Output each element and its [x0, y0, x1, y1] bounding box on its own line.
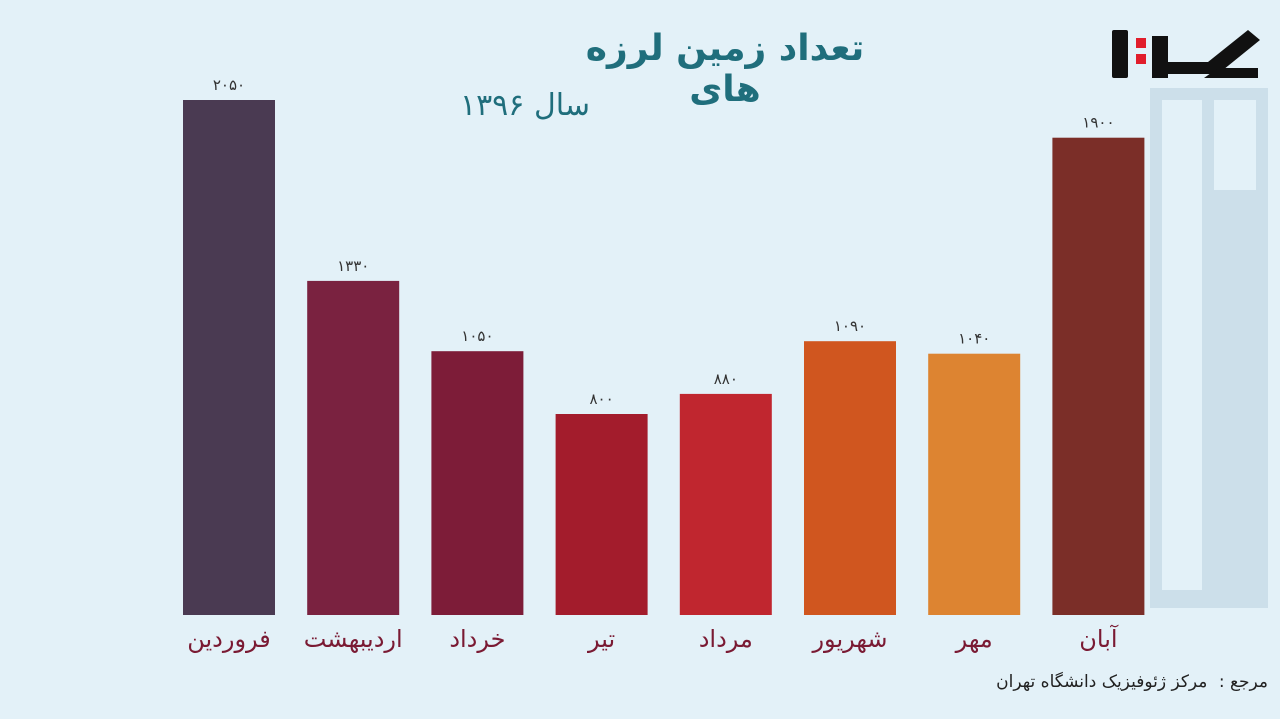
category-label-5: مرداد [699, 625, 753, 653]
value-label-4: ۸۰۰ [590, 390, 614, 408]
value-label-2: ۱۳۳۰ [337, 257, 369, 275]
source-label: مرجع : [1218, 672, 1268, 692]
category-label-6: شهریور [811, 625, 887, 653]
bar-4 [555, 414, 648, 615]
value-label-7: ۱۰۴۰ [958, 330, 990, 348]
category-label-3: خرداد [449, 625, 505, 653]
bar-6 [804, 341, 896, 615]
value-label-1: ۲۰۵۰ [213, 76, 245, 94]
value-label-5: ۸۸۰ [714, 370, 738, 388]
category-label-1: فروردین [187, 625, 271, 653]
bar-2 [307, 280, 400, 615]
bar-8 [1052, 137, 1145, 615]
value-label-6: ۱۰۹۰ [834, 317, 866, 335]
value-label-3: ۱۰۵۰ [461, 327, 493, 345]
source-note: مرجع : مرکز ژئوفیزیک دانشگاه تهران [990, 672, 1268, 692]
source-text: مرکز ژئوفیزیک دانشگاه تهران [996, 672, 1208, 692]
category-label-4: تیر [587, 625, 615, 653]
chart-title: تعداد زمین لرزه های [585, 28, 865, 110]
bar-3 [431, 351, 524, 615]
bar-5 [679, 393, 772, 615]
category-label-2: اردیبهشت [304, 625, 403, 653]
bar-7 [928, 353, 1021, 615]
bar-1 [183, 100, 275, 615]
news-agency-logo [1112, 30, 1260, 78]
category-label-8: آبان [1079, 624, 1119, 653]
chart-subtitle: سال ۱۳۹۶ [459, 88, 591, 123]
category-label-7: مهر [955, 625, 993, 653]
value-label-8: ۱۹۰۰ [1082, 114, 1114, 132]
watermark [1150, 88, 1268, 608]
